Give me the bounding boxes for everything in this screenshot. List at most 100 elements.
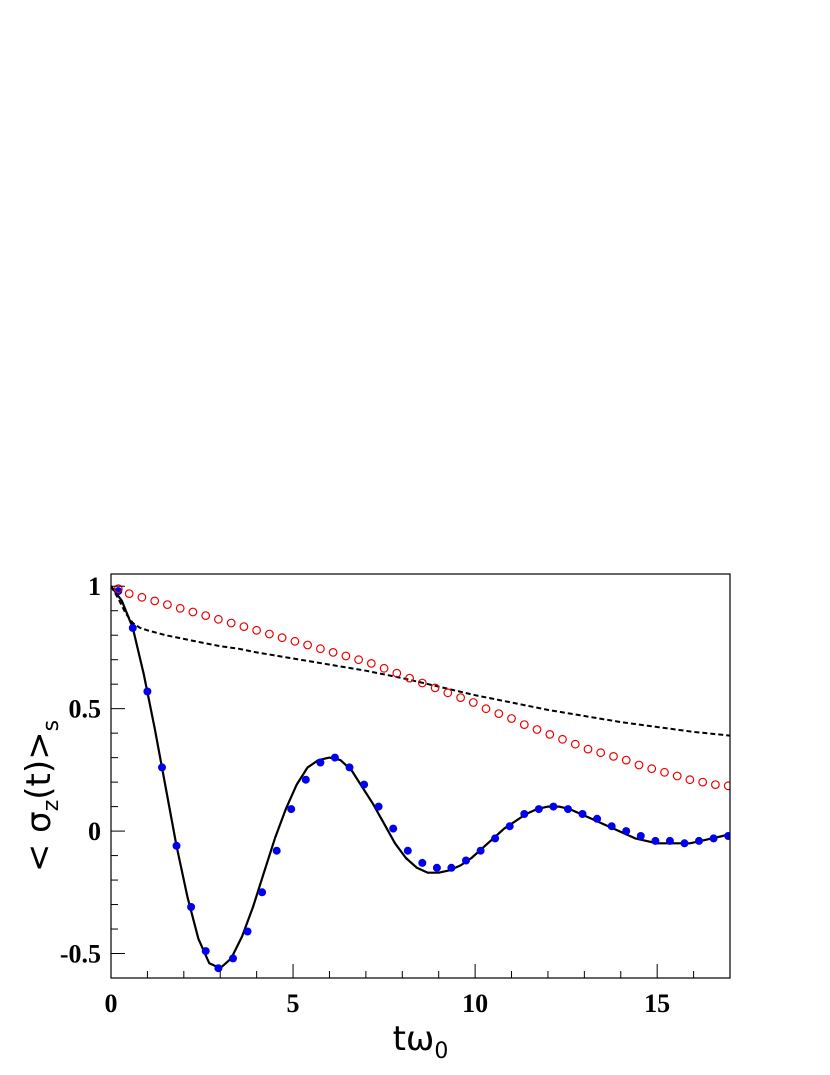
- y-axis-label-pre: < σ: [19, 811, 59, 872]
- series-1-point-8: [229, 954, 237, 963]
- series-1-point-14: [316, 758, 325, 767]
- series-1-point-26: [491, 834, 500, 843]
- series-1-point-9: [243, 927, 252, 936]
- series-1-point-37: [651, 836, 660, 845]
- x-axis-label-subscript: 0: [434, 1039, 448, 1064]
- series-1-point-41: [709, 834, 718, 843]
- series-3-point-30: [494, 709, 504, 718]
- y-axis-label: < σz(t)>s: [19, 720, 64, 872]
- series-1-point-35: [622, 827, 631, 836]
- series-3-point-4: [162, 600, 172, 609]
- series-1-point-42: [724, 832, 730, 840]
- series-3-point-41: [634, 760, 644, 770]
- series-3-point-17: [328, 648, 338, 657]
- series-1-point-32: [578, 810, 587, 818]
- series-3-point-27: [456, 693, 466, 702]
- x-tick-label: 15: [644, 989, 670, 1018]
- series-1-point-11: [272, 846, 281, 855]
- series-1-point-25: [476, 846, 485, 855]
- series-1-point-33: [593, 814, 602, 823]
- y-axis-label-mid: (t): [19, 760, 59, 800]
- series-3-point-2: [137, 592, 147, 602]
- series-3-point-24: [417, 678, 427, 688]
- series-1-point-40: [695, 836, 703, 845]
- series-1-point-10: [258, 888, 267, 897]
- series-3-point-38: [596, 748, 606, 758]
- series-1-point-21: [418, 858, 427, 867]
- series-1-point-13: [301, 775, 310, 784]
- x-axis-label: tω0: [393, 1019, 449, 1064]
- series-3-point-20: [366, 659, 376, 668]
- series-1-point-27: [505, 822, 514, 831]
- series-3-point-34: [545, 730, 555, 739]
- series-3-point-14: [290, 636, 300, 646]
- x-axis-ticks: [110, 964, 731, 978]
- x-tick-label: 5: [287, 989, 300, 1018]
- series-1-point-20: [403, 846, 412, 855]
- series-1-point-19: [389, 824, 398, 833]
- series-1-point-2: [143, 687, 152, 696]
- series-3-point-35: [558, 734, 567, 744]
- y-tick-label: -0.5: [60, 940, 101, 969]
- series-3-point-6: [188, 607, 198, 617]
- series-3-point-16: [316, 644, 325, 654]
- series-3-point-5: [175, 603, 185, 613]
- series-3-point-45: [685, 775, 695, 785]
- y-axis-label-sub1: z: [39, 800, 64, 812]
- series-1-point-3: [158, 763, 166, 772]
- series-1-point-29: [534, 805, 543, 814]
- series-3-point-33: [532, 725, 542, 734]
- series-1-point-17: [360, 780, 369, 789]
- plot-frame: [110, 573, 731, 979]
- series-3-point-26: [443, 688, 453, 698]
- series-1-point-6: [201, 947, 210, 956]
- series-1-point-12: [287, 805, 296, 814]
- series-1-point-15: [330, 753, 339, 762]
- y-axis-ticks: [111, 585, 125, 979]
- series-1-point-30: [549, 802, 558, 811]
- series-3-point-23: [405, 673, 415, 683]
- series-1-point-34: [607, 822, 616, 831]
- y-axis-tick-labels: -0.5 0 0.5 1: [60, 572, 101, 968]
- series-1-point-5: [187, 903, 196, 911]
- series-1-point-18: [374, 802, 383, 811]
- series-3-point-42: [647, 764, 657, 774]
- series-1-point-36: [636, 832, 645, 840]
- series-1-point-31: [564, 805, 572, 814]
- series-3-point-19: [354, 655, 364, 665]
- x-tick-label: 0: [105, 989, 118, 1018]
- series-1-point-7: [214, 964, 223, 973]
- series-3-point-47: [711, 780, 720, 789]
- y-tick-label: 0: [88, 817, 101, 846]
- series-3-point-8: [213, 614, 223, 624]
- series-3-point-22: [392, 668, 402, 678]
- x-axis-label-main: tω: [393, 1019, 435, 1059]
- series-3-point-10: [239, 622, 249, 631]
- series-3-point-48: [723, 781, 730, 791]
- series-3-point-9: [226, 618, 236, 628]
- series-3-point-0: [113, 584, 123, 594]
- series-3-point-11: [252, 625, 262, 635]
- series-3-point-18: [341, 651, 351, 661]
- series-3-point-36: [570, 739, 580, 749]
- series-2-line: [111, 585, 730, 737]
- series-3-point-37: [583, 744, 593, 754]
- series-3-point-32: [519, 720, 529, 729]
- series-1-point-4: [172, 841, 181, 850]
- series-3-point-40: [621, 755, 631, 765]
- series-3-point-25: [430, 683, 440, 693]
- series-1-point-28: [520, 810, 529, 818]
- series-3-point-1: [124, 589, 134, 598]
- series-3-point-3: [150, 596, 160, 606]
- series-1-point-22: [432, 863, 441, 872]
- series-1-point-1: [128, 623, 137, 632]
- series-1-point-24: [462, 856, 470, 865]
- series-3-point-46: [698, 777, 708, 787]
- series-1-point-0: [114, 587, 123, 596]
- series-0-line: [111, 585, 730, 970]
- series-3-point-29: [481, 704, 491, 714]
- series-1-point-39: [680, 839, 689, 848]
- series-1-point-23: [447, 863, 456, 872]
- series-3-point-13: [277, 633, 287, 643]
